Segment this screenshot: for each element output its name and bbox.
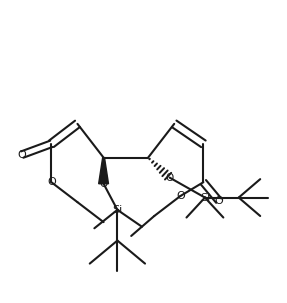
Text: O: O [176, 191, 185, 201]
Polygon shape [99, 158, 108, 184]
Text: O: O [214, 196, 223, 206]
Text: Si: Si [112, 205, 123, 215]
Text: Si: Si [200, 193, 210, 203]
Text: O: O [166, 173, 174, 183]
Text: O: O [47, 177, 56, 187]
Text: O: O [18, 150, 27, 160]
Text: O: O [100, 179, 108, 189]
